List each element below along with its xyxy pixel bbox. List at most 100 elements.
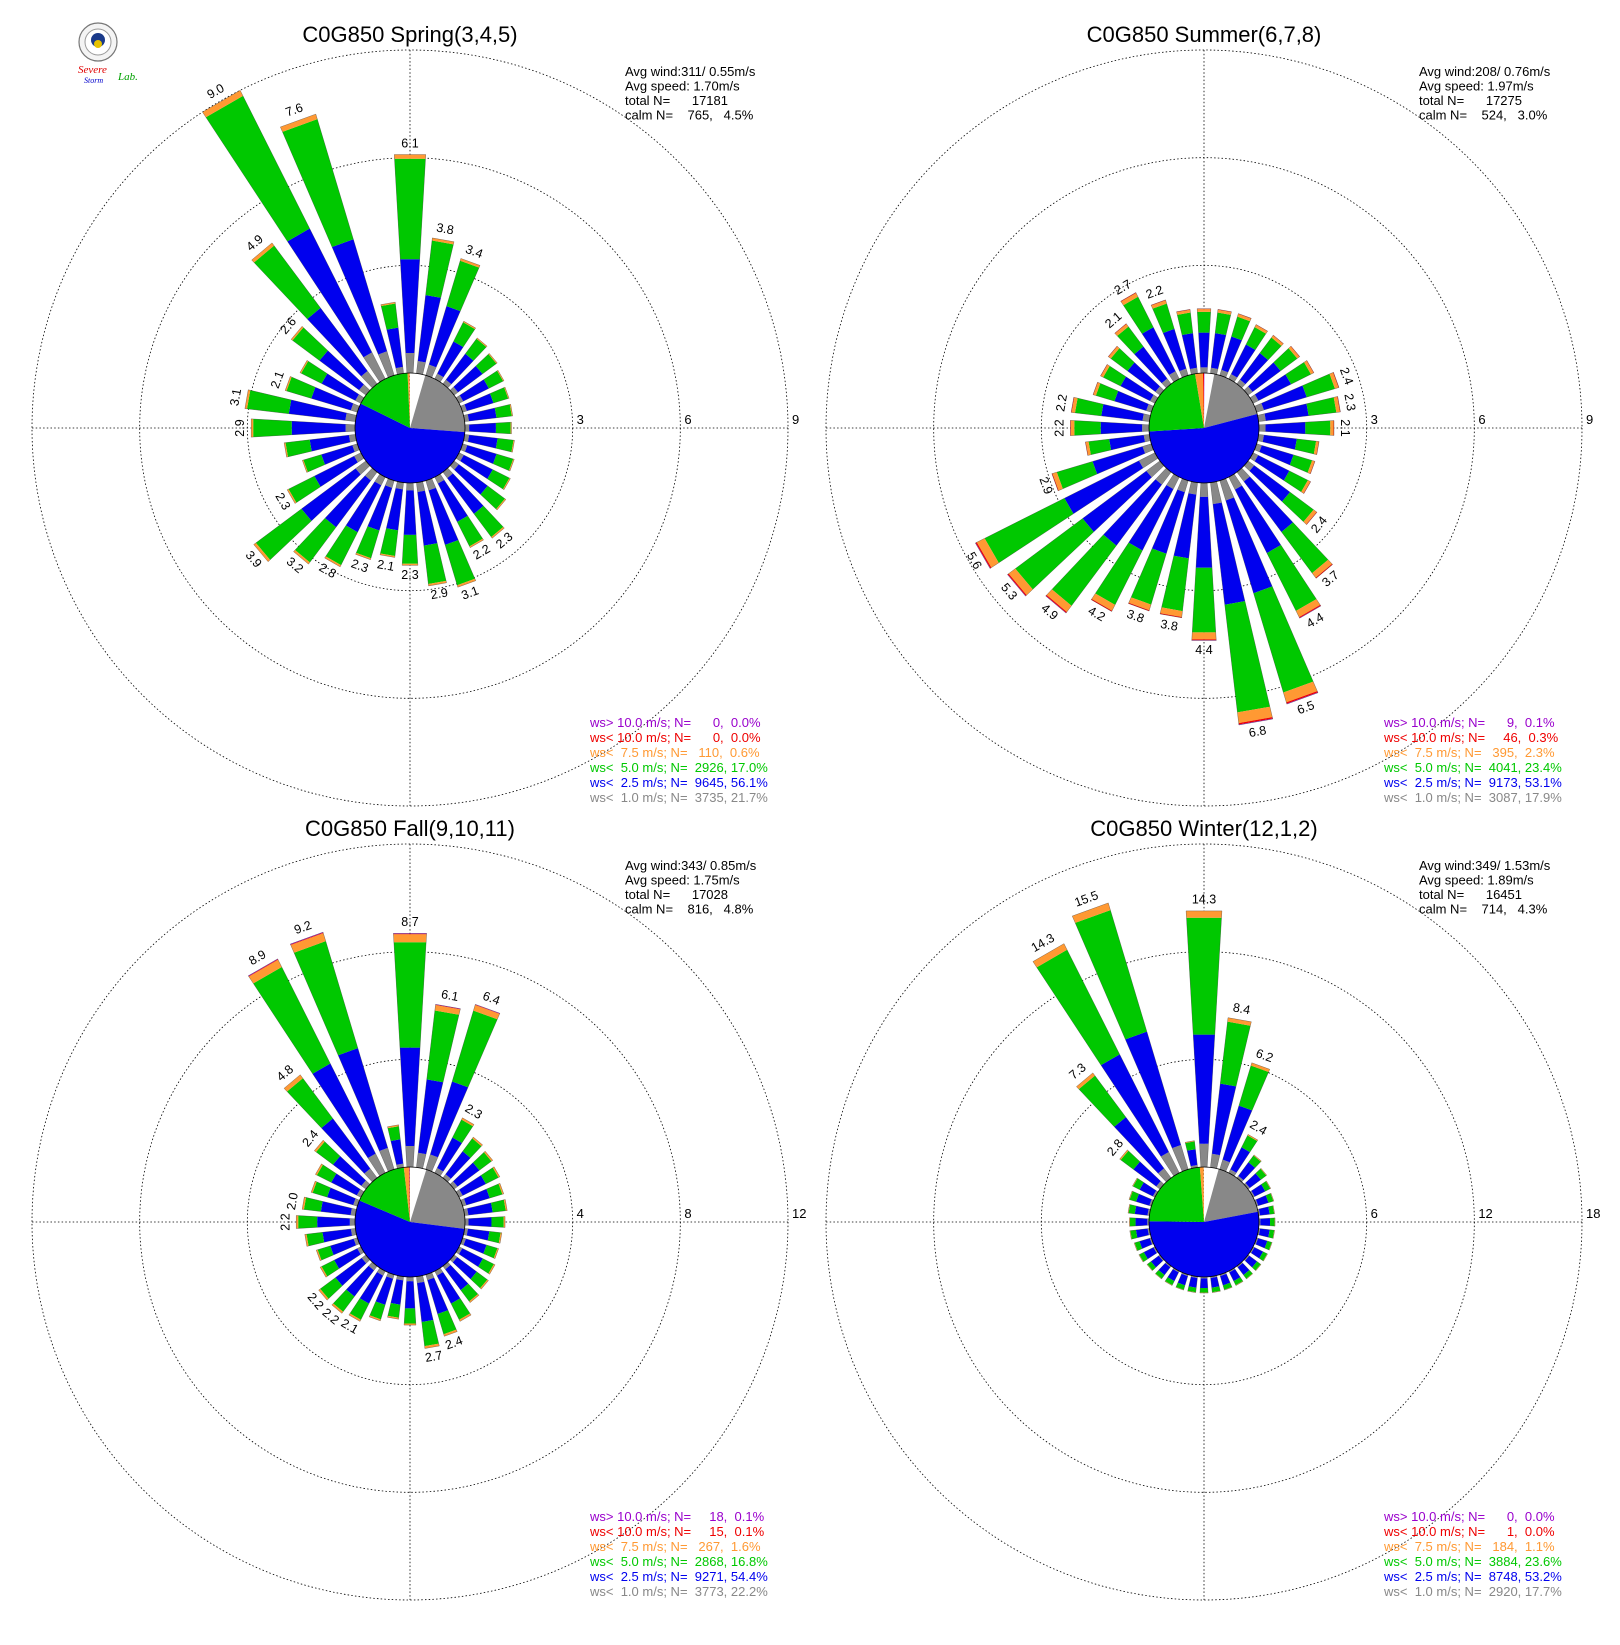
- wind-bar-segment: [391, 1139, 403, 1164]
- logo-word-storm: Storm: [84, 76, 103, 85]
- wind-bar-segment: [321, 1201, 352, 1215]
- wind-bar-segment: [424, 543, 446, 584]
- stat-line: Avg wind:311/ 0.55m/s: [625, 64, 756, 79]
- bar-value-label: 2.7: [1112, 277, 1134, 298]
- wind-bar-segment: [427, 1010, 459, 1082]
- stat-line: calm N= 524, 3.0%: [1419, 108, 1548, 123]
- wind-bar-segment: [1200, 1278, 1208, 1288]
- bar-value-label: 2.9: [233, 419, 247, 436]
- wind-bar-segment: [404, 1323, 416, 1325]
- wind-bar-segment: [402, 564, 418, 566]
- wind-bar-segment: [394, 155, 426, 159]
- wind-bar-segment: [206, 96, 310, 241]
- bar-value-label: 3.8: [1159, 617, 1179, 634]
- bar-value-label: 3.4: [464, 242, 485, 261]
- bar-value-label: 3.1: [459, 583, 480, 602]
- panel-title: C0G850 Summer(6,7,8): [1087, 22, 1322, 47]
- panel-title: C0G850 Fall(9,10,11): [305, 816, 515, 841]
- wind-bar-segment: [1071, 420, 1074, 435]
- wind-bar-segment: [465, 1219, 469, 1226]
- wind-bar-segment: [1215, 313, 1231, 336]
- wind-bar-segment: [1270, 1218, 1275, 1226]
- wind-bar-segment: [1239, 1066, 1269, 1111]
- wind-bar-segment: [467, 1229, 490, 1241]
- stat-line: calm N= 714, 4.3%: [1419, 902, 1548, 917]
- wind-bar-segment: [1074, 421, 1100, 436]
- wind-bar-segment: [406, 1146, 415, 1167]
- ring-label: 3: [1371, 412, 1378, 427]
- wind-bar-segment: [400, 1048, 420, 1146]
- wind-bar-segment: [447, 261, 480, 311]
- bar-value-label: 3.8: [435, 221, 455, 238]
- stat-line: calm N= 816, 4.8%: [625, 902, 754, 917]
- speed-pie-slice: [1149, 1167, 1204, 1222]
- bar-value-label: 2.3: [349, 556, 370, 575]
- wind-bar-segment: [496, 422, 511, 434]
- bar-value-label: 6.4: [481, 989, 502, 1008]
- wind-bar-segment: [1196, 497, 1212, 568]
- wind-bar-segment: [1197, 312, 1210, 333]
- wind-bar-segment: [438, 1310, 457, 1334]
- bar-value-label: 6.5: [1295, 698, 1316, 717]
- bar-value-label: 2.3: [463, 1101, 485, 1122]
- logo-seal-emblem-dot: [94, 40, 102, 48]
- wind-bar-segment: [253, 419, 292, 437]
- wind-bar-segment: [1162, 556, 1189, 611]
- wind-bar-segment: [394, 942, 426, 1047]
- wind-bar-segment: [1199, 1144, 1208, 1167]
- wind-bar-segment: [251, 419, 253, 437]
- wind-bar-segment: [496, 438, 514, 452]
- stat-line: total N= 17275: [1419, 93, 1522, 108]
- logo-word-severe: Severe: [78, 64, 107, 76]
- bar-value-label: 6.8: [1248, 723, 1268, 740]
- wind-bar-segment: [1259, 1229, 1270, 1238]
- bar-value-label: 2.3: [401, 568, 418, 582]
- stat-line: Avg speed: 1.97m/s: [1419, 79, 1534, 94]
- wind-bar-segment: [306, 1232, 324, 1246]
- bar-value-label: 2.1: [376, 557, 396, 574]
- wind-bar-segment: [1266, 422, 1306, 434]
- wind-bar-segment: [1259, 1207, 1270, 1216]
- wind-bar-segment: [468, 435, 498, 448]
- legend-line: ws> 10.0 m/s; N= 9, 0.1%: [1383, 715, 1555, 730]
- stat-line: calm N= 765, 4.5%: [625, 108, 754, 123]
- ring-label: 18: [1586, 1206, 1600, 1221]
- bar-value-label: 2.2: [1052, 419, 1066, 436]
- ring-label: 8: [684, 1206, 691, 1221]
- wind-bar-segment: [469, 423, 496, 433]
- bar-value-label: 2.2: [1053, 393, 1070, 413]
- wind-bar-segment: [298, 1216, 317, 1229]
- wind-bar-segment: [296, 1215, 298, 1228]
- bar-value-label: 2.2: [1144, 283, 1165, 302]
- wind-bar-segment: [1201, 367, 1208, 373]
- wind-bar-segment: [1101, 422, 1142, 434]
- bar-value-label: 2.2: [278, 1213, 292, 1230]
- wind-bar-segment: [406, 353, 415, 373]
- wind-bar-segment: [468, 408, 497, 421]
- bar-value-label: 2.9: [1036, 475, 1055, 496]
- bar-value-label: 3.8: [1125, 607, 1146, 626]
- ring-label: 6: [684, 412, 691, 427]
- wind-bar-segment: [346, 424, 355, 431]
- legend-line: ws< 7.5 m/s; N= 110, 0.6%: [589, 745, 760, 760]
- wind-bar-segment: [495, 404, 512, 417]
- stat-line: Avg speed: 1.89m/s: [1419, 873, 1534, 888]
- wind-bar-segment: [1189, 1277, 1198, 1288]
- legend-line: ws< 10.0 m/s; N= 1, 0.0%: [1383, 1524, 1555, 1539]
- legend-line: ws< 2.5 m/s; N= 9645, 56.1%: [589, 775, 768, 790]
- stat-line: Avg speed: 1.70m/s: [625, 79, 740, 94]
- legend-line: ws< 10.0 m/s; N= 46, 0.3%: [1383, 730, 1559, 745]
- wind-bar-segment: [1089, 439, 1112, 455]
- bar-value-label: 8.4: [1232, 1000, 1252, 1017]
- wind-bar-segment: [426, 241, 454, 298]
- wind-bar-segment: [304, 1197, 323, 1211]
- wind-bar-segment: [491, 1217, 503, 1228]
- wind-bar-segment: [404, 490, 416, 534]
- wind-bar-segment: [391, 1279, 403, 1304]
- wind-bar-segment: [1136, 1229, 1149, 1238]
- bar-value-label: 9.2: [292, 918, 313, 937]
- logo-word-lab: Lab.: [117, 71, 138, 83]
- stat-line: Avg speed: 1.75m/s: [625, 873, 740, 888]
- stat-line: total N= 17181: [625, 93, 728, 108]
